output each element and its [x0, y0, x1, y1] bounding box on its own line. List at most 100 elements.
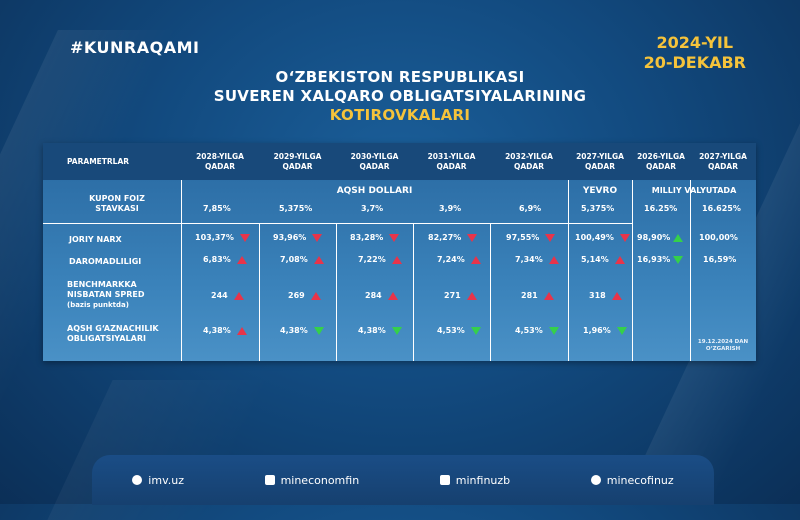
- arrow-down-icon: [470, 326, 481, 335]
- daromad-cell-8: 16,59%: [703, 255, 737, 264]
- col-divider: [632, 180, 633, 361]
- daromad-cell-3: 7,22%: [358, 255, 402, 264]
- arrow-down-icon: [467, 233, 478, 242]
- telegram-icon: [590, 475, 601, 485]
- title-line-2: SUVEREN XALQARO OBLIGATSIYALARINING: [213, 87, 587, 105]
- narx-cell-7: 98,90%: [637, 233, 684, 242]
- col-divider: [413, 223, 414, 361]
- header-col-8: 2027-YILGA QADAR: [699, 151, 747, 171]
- arrow-up-icon: [391, 255, 402, 264]
- narx-cell-3: 83,28%: [350, 233, 400, 242]
- arrow-up-icon: [236, 255, 247, 264]
- narx-cell-4: 82,27%: [428, 233, 478, 242]
- row-label-gazna: AQSH G‘AZNACHILIK OBLIGATSIYALARI: [67, 324, 159, 343]
- col-divider: [336, 223, 337, 361]
- kupon-1: 7,85%: [203, 204, 231, 213]
- header-col-7: 2026-YILGA QADAR: [637, 151, 685, 171]
- gazna-cell-2: 4,38%: [280, 326, 324, 335]
- arrow-up-icon: [673, 233, 684, 242]
- arrow-down-icon: [673, 255, 684, 264]
- instagram-icon: [439, 475, 450, 485]
- header-col-1: 2028-YILGA QADAR: [196, 151, 244, 171]
- header-col-5: 2032-YILGA QADAR: [505, 151, 553, 171]
- kupon-2: 5,375%: [279, 204, 313, 213]
- change-note: 19.12.2024 DAN O‘ZGARISH: [697, 339, 749, 352]
- narx-cell-1: 103,37%: [195, 233, 250, 242]
- gazna-cell-5: 4,53%: [515, 326, 559, 335]
- date: 2024-YIL 20-DEKABR: [644, 33, 746, 73]
- table-header: PARAMETRLAR 2028-YILGA QADAR 2029-YILGA QA…: [43, 143, 756, 180]
- gazna-cell-4: 4,53%: [437, 326, 481, 335]
- footer-link-facebook[interactable]: mineconomfin: [264, 474, 359, 487]
- col-divider: [568, 180, 569, 361]
- footer-links: imv.uz mineconomfin minfinuzb minecofinu…: [92, 455, 714, 505]
- col-divider: [690, 180, 691, 361]
- title-line-3: KOTIROVKALARI: [329, 106, 471, 124]
- header-col-6: 2027-YILGA QADAR: [576, 151, 624, 171]
- footer-link-telegram[interactable]: minecofinuz: [590, 474, 674, 487]
- arrow-down-icon: [548, 326, 559, 335]
- arrow-up-icon: [614, 255, 625, 264]
- header-col-2: 2029-YILGA QADAR: [273, 151, 322, 171]
- quotes-table: PARAMETRLAR 2028-YILGA QADAR 2029-YILGA QA…: [43, 143, 756, 361]
- date-year: 2024-YIL: [656, 33, 734, 52]
- daromad-cell-4: 7,24%: [437, 255, 481, 264]
- col-divider: [181, 180, 182, 361]
- row-label-spred: BENCHMARKKA NISBATAN SPRED (bazis punktda…: [67, 280, 145, 309]
- arrow-up-icon: [310, 291, 321, 300]
- arrow-up-icon: [466, 291, 477, 300]
- narx-cell-6: 100,49%: [575, 233, 630, 242]
- globe-icon: [132, 475, 143, 485]
- kupon-6: 5,375%: [581, 204, 615, 213]
- spred-cell-4: 271: [444, 291, 477, 300]
- arrow-down-icon: [619, 233, 630, 242]
- kupon-4: 3,9%: [439, 204, 462, 213]
- row-divider: [43, 223, 632, 224]
- arrow-down-icon: [545, 233, 556, 242]
- row-label-narx: JORIY NARX: [69, 235, 122, 244]
- arrow-up-icon: [236, 326, 247, 335]
- narx-cell-8: 100,00%: [699, 233, 738, 242]
- arrow-down-icon: [616, 326, 627, 335]
- kupon-5: 6,9%: [519, 204, 542, 213]
- kupon-3: 3,7%: [361, 204, 384, 213]
- spred-cell-2: 269: [288, 291, 321, 300]
- daromad-cell-1: 6,83%: [203, 255, 247, 264]
- header-parametrlar: PARAMETRLAR: [67, 156, 130, 166]
- spred-cell-1: 244: [211, 291, 244, 300]
- daromad-cell-7: 16,93%: [637, 255, 684, 264]
- col-divider: [259, 223, 260, 361]
- hashtag: #KUNRAQAMI: [70, 38, 200, 57]
- group-local: MILLIY VALYUTADA: [651, 186, 737, 195]
- spred-cell-3: 284: [365, 291, 398, 300]
- footer-link-instagram[interactable]: minfinuzb: [439, 474, 510, 487]
- arrow-up-icon: [233, 291, 244, 300]
- narx-cell-5: 97,55%: [506, 233, 556, 242]
- facebook-icon: [264, 475, 275, 485]
- kupon-7: 16.25%: [644, 204, 678, 213]
- group-eur: YEVRO: [582, 186, 618, 196]
- arrow-up-icon: [387, 291, 398, 300]
- header-col-3: 2030-YILGA QADAR: [350, 151, 399, 171]
- group-usd: AQSH DOLLARI: [336, 186, 413, 196]
- arrow-up-icon: [611, 291, 622, 300]
- header-col-4: 2031-YILGA QADAR: [427, 151, 476, 171]
- arrow-up-icon: [470, 255, 481, 264]
- footer-link-website[interactable]: imv.uz: [132, 474, 184, 487]
- gazna-cell-1: 4,38%: [203, 326, 247, 335]
- spred-cell-5: 281: [521, 291, 554, 300]
- spred-cell-6: 318: [589, 291, 622, 300]
- arrow-down-icon: [391, 326, 402, 335]
- arrow-down-icon: [389, 233, 400, 242]
- gazna-cell-3: 4,38%: [358, 326, 402, 335]
- arrow-up-icon: [548, 255, 559, 264]
- arrow-down-icon: [312, 233, 323, 242]
- arrow-up-icon: [543, 291, 554, 300]
- page-title: O‘ZBEKISTON RESPUBLIKASI SUVEREN XALQARO…: [0, 68, 800, 125]
- daromad-cell-5: 7,34%: [515, 255, 559, 264]
- col-divider: [490, 223, 491, 361]
- arrow-down-icon: [313, 326, 324, 335]
- gazna-cell-6: 1,96%: [583, 326, 627, 335]
- title-line-1: O‘ZBEKISTON RESPUBLIKASI: [275, 68, 525, 86]
- row-label-kupon: KUPON FOIZ STAVKASI: [89, 194, 145, 213]
